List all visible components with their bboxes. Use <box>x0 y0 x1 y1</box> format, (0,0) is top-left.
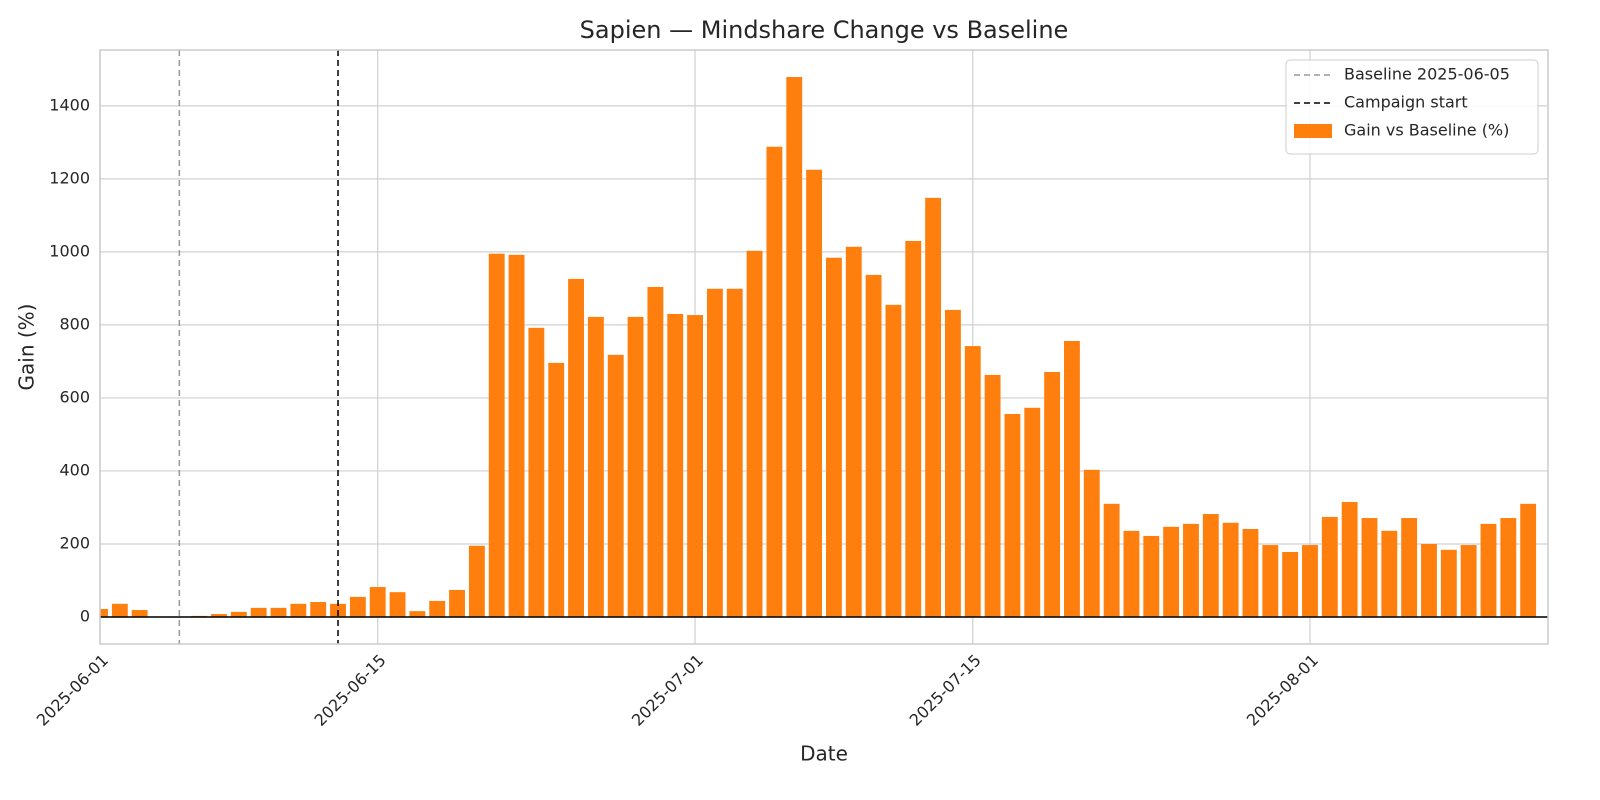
bar <box>1242 528 1259 617</box>
bar <box>964 346 981 617</box>
bar <box>845 246 862 617</box>
bar <box>825 257 842 617</box>
bar <box>607 354 624 617</box>
bar <box>528 327 545 617</box>
y-tick-label: 200 <box>59 533 90 552</box>
bar <box>706 288 723 617</box>
y-tick-label: 600 <box>59 387 90 406</box>
bar <box>1004 413 1021 617</box>
bar <box>1183 523 1199 617</box>
bar <box>1103 503 1120 617</box>
legend-swatch <box>1294 124 1332 138</box>
bar <box>389 592 406 617</box>
bar <box>1143 535 1160 617</box>
bar <box>1262 545 1279 617</box>
bar <box>1500 518 1517 617</box>
bar <box>1460 545 1477 617</box>
bar <box>726 288 743 617</box>
bar <box>270 607 287 617</box>
bar <box>1381 530 1398 617</box>
bar <box>1321 516 1338 617</box>
bar <box>905 240 922 617</box>
bar <box>865 274 882 617</box>
bar <box>1341 501 1358 617</box>
bar <box>250 607 267 617</box>
y-tick-label: 0 <box>80 606 90 625</box>
bar <box>548 362 565 617</box>
legend: Baseline 2025-06-05 Campaign start Gain vs… <box>1285 59 1539 155</box>
bar <box>746 250 763 617</box>
bar <box>687 315 704 617</box>
x-tick-label: 2025-08-01 <box>1243 651 1322 730</box>
x-axis-label: Date <box>800 742 848 766</box>
bar <box>230 611 247 617</box>
bar <box>786 77 803 617</box>
x-tick-label: 2025-07-15 <box>906 651 985 730</box>
bar <box>290 603 307 617</box>
bar <box>211 614 227 617</box>
bar <box>1480 523 1497 617</box>
bar <box>1064 340 1080 617</box>
bar <box>667 313 684 617</box>
bar <box>647 286 664 617</box>
bar <box>1044 372 1061 617</box>
bar <box>1401 518 1418 617</box>
bar <box>984 374 1001 617</box>
plot-frame <box>99 49 1549 645</box>
bar <box>1123 530 1140 617</box>
bar <box>885 304 902 617</box>
bar <box>806 169 823 617</box>
y-tick-label: 800 <box>59 314 90 333</box>
bar <box>488 253 505 617</box>
bar <box>349 596 366 617</box>
bar <box>1202 514 1219 617</box>
bar <box>944 309 961 617</box>
bar <box>409 611 426 617</box>
bar <box>111 603 128 617</box>
y-axis-label: Gain (%) <box>15 304 39 391</box>
bar <box>1302 545 1318 617</box>
bar <box>100 608 108 617</box>
bar <box>1440 549 1457 617</box>
bar <box>1421 543 1437 617</box>
chart-title: Sapien — Mindshare Change vs Baseline <box>580 16 1069 44</box>
y-tick-label: 400 <box>59 460 90 479</box>
x-tick-label: 2025-06-01 <box>33 651 112 730</box>
bar <box>766 146 783 617</box>
legend-box <box>1285 59 1539 155</box>
bar <box>627 316 644 617</box>
bar <box>429 600 446 617</box>
x-tick-label: 2025-07-01 <box>628 651 707 730</box>
y-tick-label: 1200 <box>49 168 90 187</box>
bar <box>1163 526 1180 617</box>
bar <box>369 587 386 617</box>
bar <box>1520 503 1537 617</box>
bar <box>1083 469 1100 617</box>
legend-label: Baseline 2025-06-05 <box>1344 65 1510 84</box>
bar <box>508 254 525 617</box>
bar <box>925 197 942 617</box>
bar <box>468 545 485 617</box>
bar <box>1024 407 1041 617</box>
legend-label: Gain vs Baseline (%) <box>1344 121 1509 140</box>
bar <box>449 589 465 617</box>
legend-label: Campaign start <box>1344 93 1468 112</box>
bar <box>587 316 604 617</box>
bar <box>310 602 327 617</box>
bar <box>1222 522 1239 617</box>
bar <box>1361 518 1378 617</box>
bar <box>1282 551 1299 617</box>
x-tick-label: 2025-06-15 <box>311 651 390 730</box>
y-tick-label: 1400 <box>49 95 90 114</box>
bar <box>131 610 148 617</box>
y-tick-label: 1000 <box>49 241 90 260</box>
bar <box>568 278 584 617</box>
